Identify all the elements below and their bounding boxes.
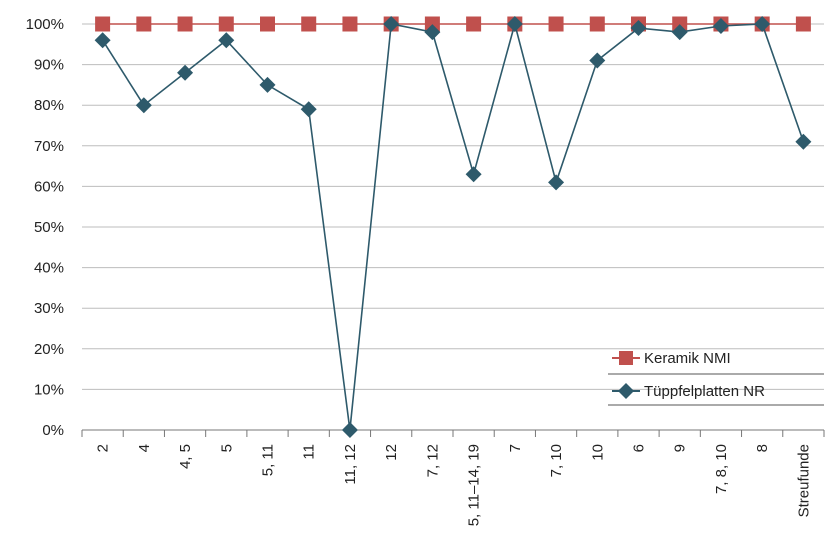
y-tick-label: 50% — [34, 219, 64, 236]
x-tick-label: 7 — [507, 444, 524, 452]
data-point-tuepfel — [94, 32, 111, 49]
x-tick-label: 8 — [754, 444, 771, 452]
x-tick-label: 12 — [383, 444, 400, 461]
x-tick-label: Streufunde — [795, 444, 812, 517]
legend-keramik-label: Keramik NMI — [644, 350, 731, 367]
y-tick-label: 100% — [26, 16, 64, 33]
legend-tuepfel-marker — [618, 383, 634, 399]
x-tick-label: 2 — [95, 444, 112, 452]
data-point-keramik — [342, 16, 358, 32]
data-point-keramik — [136, 16, 152, 32]
gridlines — [82, 23, 824, 390]
data-point-keramik — [548, 16, 564, 32]
y-tick-label: 40% — [34, 260, 64, 277]
legend: Keramik NMI Tüppfelplatten NR — [608, 350, 824, 406]
x-tick-label: 6 — [631, 444, 648, 452]
data-point-keramik — [466, 16, 482, 32]
data-point-tuepfel — [671, 24, 688, 41]
data-point-keramik — [301, 16, 317, 32]
x-tick-label: 11, 12 — [342, 444, 359, 485]
data-point-tuepfel — [383, 16, 400, 32]
x-tick-labels: 2 4 4, 5 5 5, 11 11 11, 12 12 7, 12 5, 11–14, 19 7… — [95, 444, 813, 526]
data-point-tuepfel — [218, 32, 235, 49]
data-point-tuepfel — [177, 64, 194, 81]
y-tick-labels: 0% 10% 20% 30% 40% 50% 60% 70% 80% 90% 100% — [26, 16, 64, 439]
x-tick-label: 7, 12 — [424, 444, 441, 477]
y-tick-label: 10% — [34, 381, 64, 398]
x-tick-label: 5, 11 — [260, 444, 277, 476]
data-point-tuepfel — [135, 97, 152, 114]
legend-keramik-marker — [619, 351, 633, 365]
y-tick-label: 90% — [34, 57, 64, 74]
x-tick-label: 10 — [589, 444, 606, 461]
data-point-tuepfel — [589, 52, 606, 69]
data-point-keramik — [260, 16, 275, 32]
data-point-tuepfel — [712, 18, 729, 35]
y-tick-label: 20% — [34, 341, 64, 358]
x-tick-label: 4, 5 — [177, 444, 194, 469]
data-point-keramik — [218, 16, 234, 32]
y-tick-label: 70% — [34, 138, 64, 155]
x-tick-label: 7, 8, 10 — [713, 444, 730, 494]
data-point-keramik — [424, 16, 440, 32]
legend-tuepfel-label: Tüppfelplatten NR — [644, 383, 765, 400]
data-point-keramik — [177, 16, 193, 32]
data-point-tuepfel — [424, 24, 441, 41]
data-point-keramik — [95, 16, 111, 32]
series — [94, 16, 812, 438]
x-tick-label: 9 — [672, 444, 689, 452]
data-point-tuepfel — [259, 76, 276, 93]
data-point-tuepfel — [465, 166, 482, 183]
data-point-tuepfel — [795, 133, 812, 150]
x-tick-label: 11 — [301, 444, 318, 460]
data-point-tuepfel — [506, 16, 523, 32]
data-point-tuepfel — [630, 20, 647, 37]
y-tick-label: 60% — [34, 178, 64, 195]
x-tick-label: 7, 10 — [548, 444, 565, 477]
data-point-tuepfel — [341, 422, 358, 438]
data-point-keramik — [795, 16, 811, 32]
data-point-keramik — [672, 16, 688, 32]
axes — [81, 429, 825, 437]
data-point-tuepfel — [548, 174, 565, 191]
y-tick-label: 0% — [42, 422, 64, 439]
data-point-tuepfel — [300, 101, 317, 118]
x-tick-label: 4 — [136, 444, 153, 452]
data-point-tuepfel — [754, 16, 771, 32]
x-tick-label: 5 — [218, 444, 235, 452]
data-point-keramik — [589, 16, 605, 32]
x-tick-label: 5, 11–14, 19 — [466, 444, 483, 526]
y-tick-label: 30% — [34, 300, 64, 317]
y-tick-label: 80% — [34, 97, 64, 114]
